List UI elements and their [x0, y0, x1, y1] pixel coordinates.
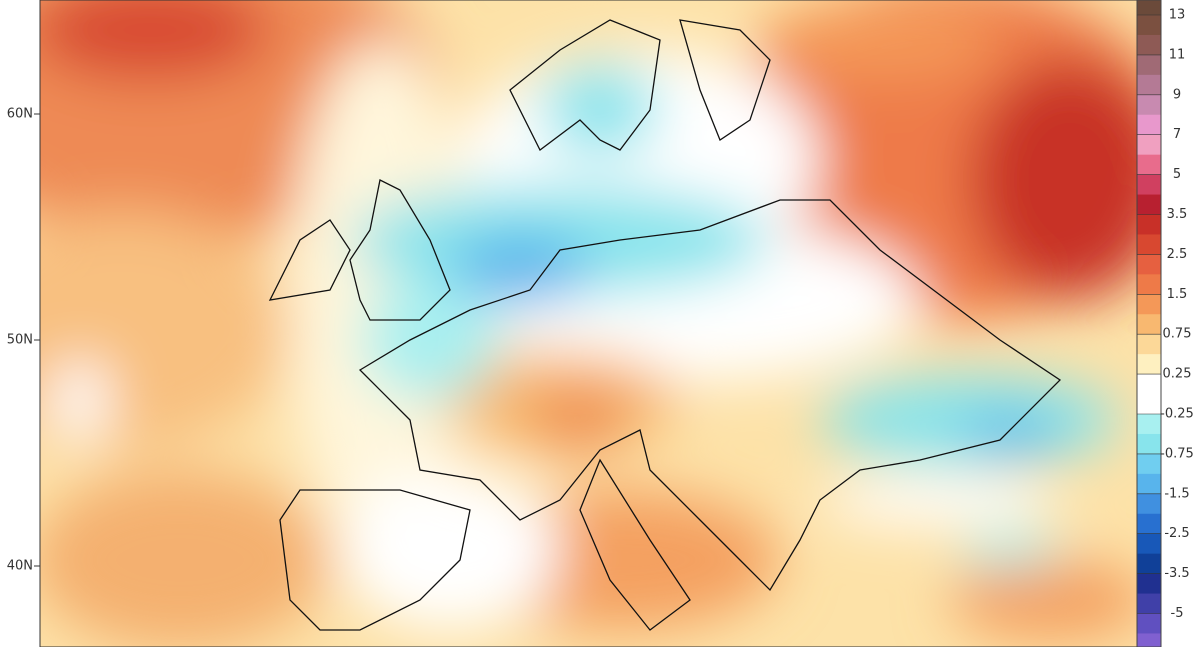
colorbar-label: -5 — [1171, 606, 1184, 621]
colorbar-label: -1.5 — [1164, 486, 1189, 501]
colorbar-swatch — [1137, 513, 1161, 535]
colorbar-label: 7 — [1173, 127, 1181, 142]
colorbar-swatch — [1137, 74, 1161, 96]
colorbar-swatch — [1137, 553, 1161, 575]
colorbar-label: -2.5 — [1164, 526, 1189, 541]
colorbar-label: 11 — [1169, 47, 1186, 62]
anomaly-field — [40, 0, 1137, 647]
colorbar-swatch — [1137, 15, 1161, 36]
colorbar-label: 3.5 — [1167, 207, 1188, 222]
colorbar-swatch — [1137, 533, 1161, 555]
colorbar-swatch — [1137, 334, 1161, 355]
colorbar-swatch — [1137, 573, 1161, 595]
colorbar-swatch — [1137, 314, 1161, 335]
colorbar-swatch — [1137, 453, 1161, 475]
colorbar-label: 0.25 — [1163, 367, 1192, 382]
colorbar-label: -0.75 — [1160, 446, 1194, 461]
colorbar-label: -3.5 — [1164, 566, 1189, 581]
colorbar-swatch — [1137, 374, 1161, 395]
colorbar-swatch — [1137, 433, 1161, 455]
colorbar-swatch — [1137, 613, 1161, 634]
coastlines — [268, 19, 1062, 631]
colorbar-swatch — [1137, 493, 1161, 515]
colorbar-swatch — [1137, 633, 1161, 651]
colorbar-swatch — [1137, 154, 1161, 176]
colorbar-label: 9 — [1173, 87, 1181, 102]
colorbar-swatch — [1137, 0, 1161, 16]
colorbar-swatch — [1137, 134, 1161, 156]
colorbar-swatch — [1137, 54, 1161, 76]
colorbar: 13 11 9 7 5 3.5 2.5 1.5 0.75 0.25 -0.25 -0.75 -1.5 -2… — [1136, 0, 1194, 651]
colorbar-swatch — [1137, 114, 1161, 136]
colorbar-swatch — [1137, 354, 1161, 375]
colorbar-label: 1.5 — [1167, 287, 1188, 302]
colorbar-swatch — [1137, 593, 1161, 614]
colorbar-label: 0.75 — [1163, 327, 1192, 342]
colorbar-label: 5 — [1173, 167, 1181, 182]
colorbar-label: -0.25 — [1160, 407, 1194, 422]
colorbar-label: 2.5 — [1167, 247, 1188, 262]
colorbar-swatch — [1137, 414, 1161, 435]
colorbar-swatch — [1137, 394, 1161, 415]
latitude-label: 60N — [7, 107, 33, 122]
colorbar-swatch — [1137, 294, 1161, 315]
latitude-label: 50N — [7, 333, 33, 348]
colorbar-swatch — [1137, 254, 1161, 275]
colorbar-swatch — [1137, 34, 1161, 56]
latitude-label: 40N — [7, 559, 33, 574]
colorbar-swatch — [1137, 234, 1161, 255]
colorbar-swatch — [1137, 174, 1161, 196]
colorbar-swatch — [1137, 94, 1161, 116]
colorbar-label: 13 — [1169, 8, 1186, 23]
colorbar-swatch — [1137, 214, 1161, 235]
latitude-axis: 60N 50N 40N — [7, 107, 40, 574]
colorbar-swatch — [1137, 274, 1161, 295]
colorbar-swatch — [1137, 194, 1161, 215]
colorbar-swatch — [1137, 473, 1161, 495]
